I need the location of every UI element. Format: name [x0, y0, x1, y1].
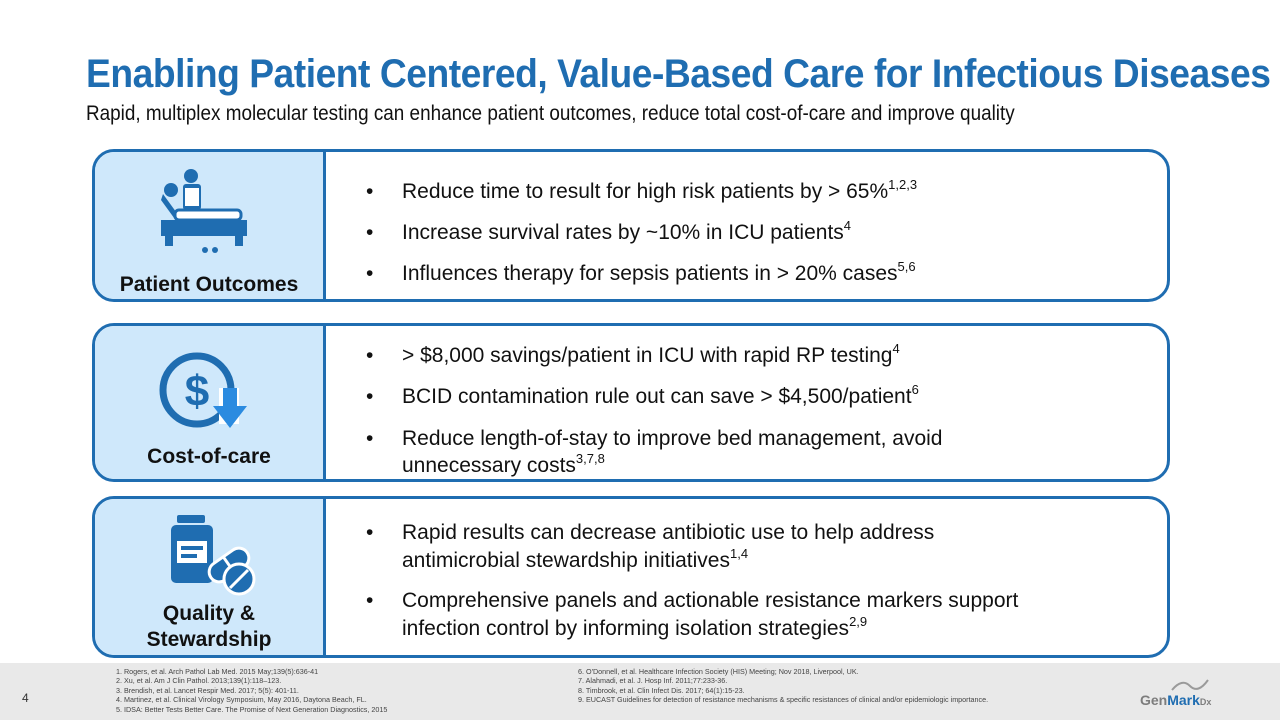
- reference-item: 6. O'Donnell, et al. Healthcare Infectio…: [578, 667, 859, 676]
- bullet-item: • Influences therapy for sepsis patients …: [366, 259, 916, 285]
- patient-bed-icon: [161, 169, 247, 253]
- cost-of-care-panel: $ Cost-of-care: [95, 326, 326, 479]
- references-left: 1. Rogers, et al. Arch Pathol Lab Med. 2…: [116, 667, 387, 714]
- bullet-item: • Comprehensive panels and actionable res…: [366, 589, 1019, 640]
- patient-outcomes-card: Patient Outcomes • Reduce time to result …: [92, 149, 1170, 302]
- reference-item: 5. IDSA: Better Tests Better Care. The P…: [116, 704, 388, 714]
- patient-outcomes-panel: Patient Outcomes: [95, 152, 326, 299]
- genmark-swoosh-icon: [1171, 679, 1209, 691]
- bullet-dot: •: [366, 344, 374, 367]
- reference-item: 1. Rogers, et al. Arch Pathol Lab Med. 2…: [116, 667, 319, 676]
- slide-subtitle: Rapid, multiplex molecular testing can e…: [86, 102, 1015, 125]
- bullet-dot: •: [366, 385, 374, 408]
- bullet-item: • Reduce length-of-stay to improve bed ma…: [366, 427, 943, 477]
- quality-stewardship-card: Quality & Stewardship • Rapid results can …: [92, 496, 1170, 658]
- reference-item: 7. Alahmadi, et al. J. Hosp Inf. 2011;77…: [578, 676, 728, 686]
- slide-title: Enabling Patient Centered, Value-Based C…: [86, 52, 1271, 96]
- quality-stewardship-bullets: • Rapid results can decrease antibiotic u…: [357, 519, 1147, 643]
- medicine-bottle-pills-icon: [171, 515, 256, 596]
- bullet-dot: •: [366, 521, 374, 544]
- reference-item: 3. Brendish, et al. Lancet Respir Med. 2…: [116, 685, 299, 695]
- bullet-item: • Reduce time to result for high risk pat…: [366, 177, 918, 203]
- footer-bar: [0, 663, 1280, 720]
- bullet-dot: •: [366, 262, 374, 285]
- cost-of-care-bullets: • > $8,000 savings/patient in ICU with ra…: [357, 341, 1147, 479]
- reference-item: 9. EUCAST Guidelines for detection of re…: [578, 695, 989, 705]
- patient-outcomes-bullets: • Reduce time to result for high risk pat…: [357, 177, 1147, 286]
- genmark-logo: GenMarkDx: [1140, 692, 1212, 708]
- bullet-item: • > $8,000 savings/patient in ICU with ra…: [366, 341, 900, 367]
- quality-stewardship-label: Quality & Stewardship: [146, 602, 272, 651]
- bullet-dot: •: [366, 221, 374, 244]
- reference-item: 4. Martinez, et al. Clinical Virology Sy…: [116, 695, 367, 705]
- reference-item: 8. Timbrook, et al. Clin Infect Dis. 201…: [578, 685, 745, 695]
- bullet-item: • Increase survival rates by ~10% in ICU …: [366, 218, 852, 244]
- bullet-item: • BCID contamination rule out can save > …: [366, 382, 919, 408]
- bullet-dot: •: [366, 589, 374, 612]
- slide-number: 4: [22, 691, 29, 705]
- cost-of-care-card: $ Cost-of-care • > $8,000 savings/patient…: [92, 323, 1170, 482]
- svg-text:$: $: [185, 367, 209, 416]
- bullet-dot: •: [366, 427, 374, 450]
- reference-item: 2. Xu, et al. Am J Clin Pathol. 2013;139…: [116, 676, 282, 686]
- quality-stewardship-panel: Quality & Stewardship: [95, 499, 326, 655]
- references-right: 6. O'Donnell, et al. Healthcare Infectio…: [578, 667, 988, 705]
- cost-of-care-label: Cost-of-care: [147, 445, 271, 468]
- bullet-item: • Rapid results can decrease antibiotic u…: [366, 521, 935, 572]
- bullet-dot: •: [366, 180, 374, 203]
- dollar-down-arrow-icon: $: [159, 352, 247, 428]
- patient-outcomes-label: Patient Outcomes: [119, 273, 299, 296]
